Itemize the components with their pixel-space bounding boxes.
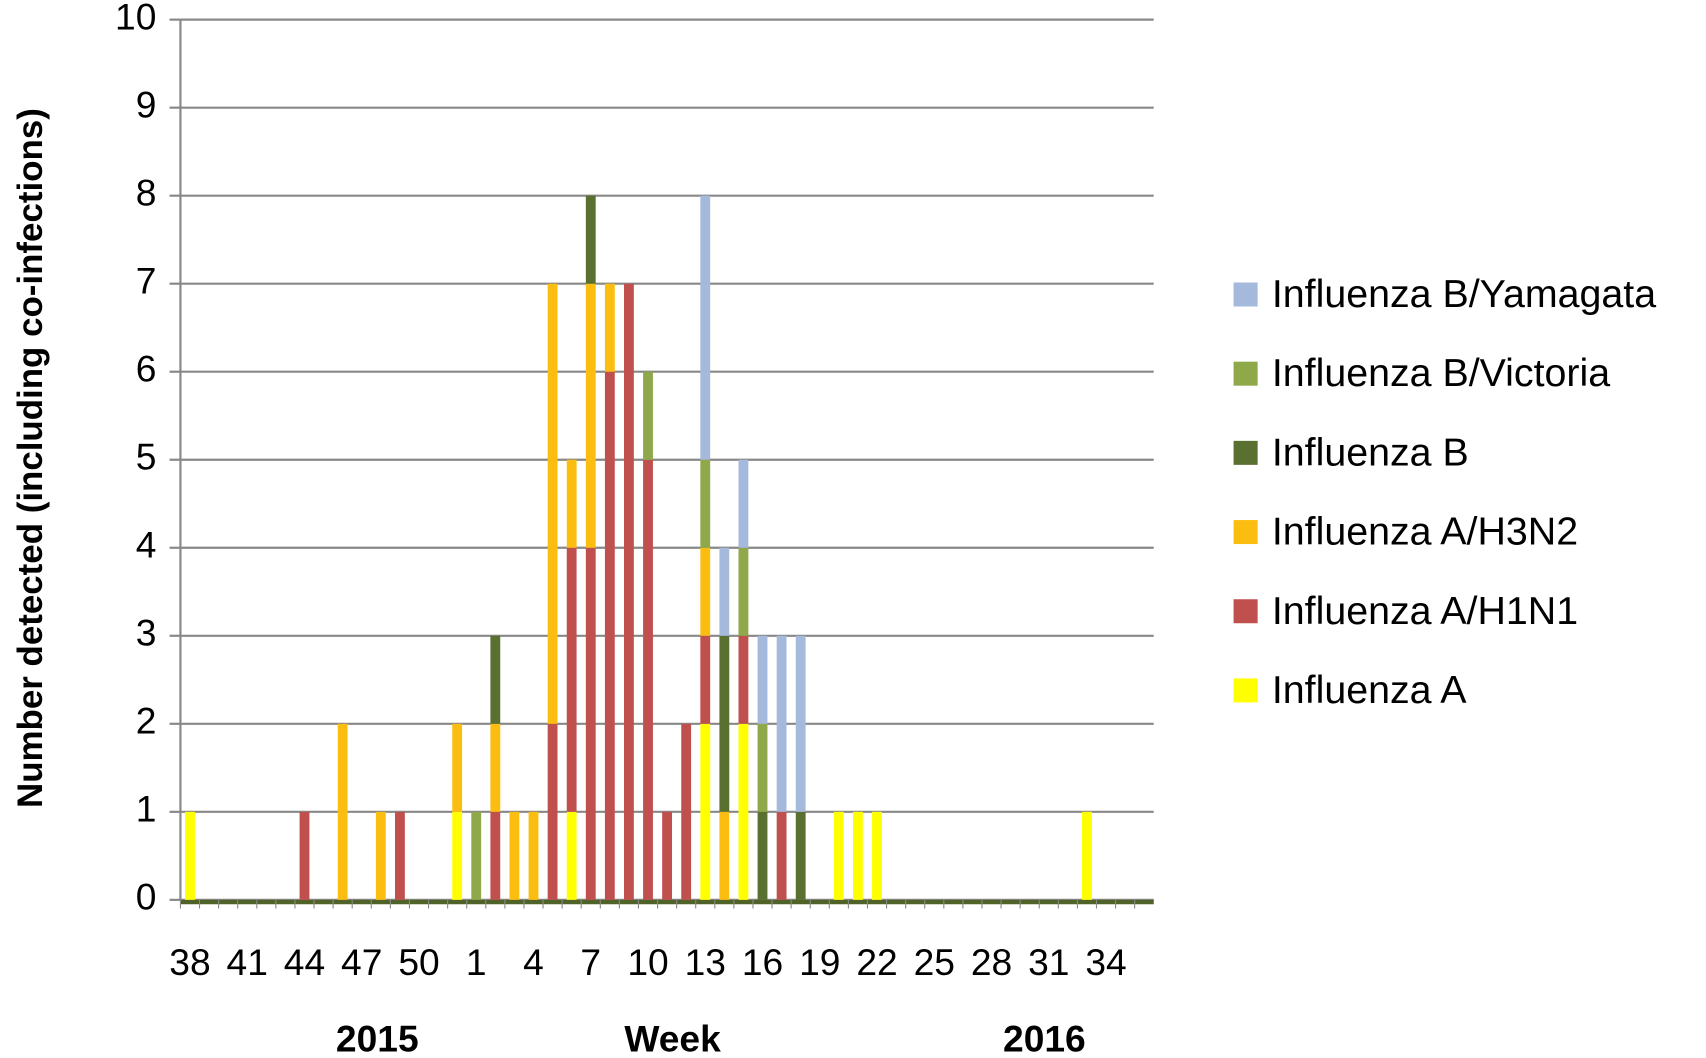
x-tick-label: 44	[284, 941, 325, 983]
y-tick-label: 9	[136, 83, 157, 125]
x-tick-label: 25	[914, 941, 955, 983]
bar-segment	[662, 811, 673, 900]
bar-segment	[776, 811, 787, 900]
legend-label: Influenza A/H1N1	[1272, 589, 1578, 633]
y-tick-label: 3	[136, 612, 157, 654]
bar-segment	[643, 459, 653, 900]
bar-segment	[452, 811, 463, 900]
bar-segment	[738, 459, 749, 548]
bar-segment	[471, 811, 482, 900]
bar-segment	[700, 635, 711, 724]
legend-label: Influenza B/Yamagata	[1272, 272, 1656, 316]
bar-segment	[299, 811, 310, 900]
legend-swatch	[1233, 678, 1258, 703]
year-label: 2015	[336, 1017, 419, 1058]
bar-segment	[585, 283, 596, 548]
x-tick-label: 16	[742, 941, 783, 983]
x-tick-label: 13	[685, 941, 726, 983]
x-tick-label: 28	[971, 941, 1012, 983]
x-tick-label: 4	[523, 941, 544, 983]
x-tick-label: 38	[169, 941, 210, 983]
bar-segment	[681, 723, 692, 900]
bar-segment	[585, 195, 596, 284]
legend-label: Influenza B	[1272, 430, 1469, 474]
bar-segment	[795, 635, 806, 812]
y-tick-label: 5	[136, 436, 157, 478]
year-label: 2016	[1003, 1017, 1086, 1058]
y-tick-label: 4	[136, 524, 157, 566]
bar-segment	[490, 723, 501, 812]
legend-swatch	[1233, 440, 1258, 465]
x-tick-label: 19	[799, 941, 840, 983]
x-tick-label: 47	[341, 941, 382, 983]
y-axis-label: Number detected (including co-infections…	[11, 108, 50, 808]
bar-segment	[452, 723, 463, 812]
bar-segment	[624, 283, 634, 900]
bar-segment	[738, 723, 749, 900]
legend-swatch	[1233, 520, 1258, 545]
y-tick-label: 1	[136, 788, 157, 830]
bar-segment	[738, 547, 749, 636]
bar-segment	[643, 371, 653, 460]
bar-segment	[604, 371, 615, 900]
y-tick-label: 8	[136, 172, 157, 214]
bar-segment	[719, 547, 730, 636]
y-tick-label: 7	[136, 260, 157, 302]
y-tick-label: 2	[136, 700, 157, 742]
y-tick-label: 0	[136, 876, 157, 918]
bar-segment	[394, 811, 405, 900]
bar-segment	[490, 811, 501, 900]
bar-segment	[853, 811, 863, 900]
bar-segment	[872, 811, 882, 900]
bar-segment	[1082, 811, 1092, 900]
x-tick-label: 41	[227, 941, 268, 983]
bar-segment	[719, 811, 730, 900]
bar-segment	[566, 547, 577, 812]
bar-segment	[757, 723, 768, 812]
x-tick-label: 34	[1085, 941, 1126, 983]
bar-segment	[833, 811, 844, 900]
bar-segment	[566, 459, 577, 548]
legend-swatch	[1233, 361, 1258, 386]
bar-segment	[700, 195, 711, 460]
bar-segment	[185, 811, 195, 900]
bar-segment	[547, 723, 558, 900]
bar-segment	[337, 723, 348, 900]
x-tick-label: 22	[856, 941, 897, 983]
y-tick-label: 10	[115, 0, 156, 37]
bar-segment	[700, 547, 711, 636]
bar-segment	[700, 723, 711, 900]
bar-segment	[776, 635, 787, 812]
bar-segment	[700, 459, 711, 548]
bar-segment	[795, 811, 806, 900]
legend-label: Influenza A	[1272, 668, 1467, 712]
y-tick-label: 6	[136, 348, 157, 390]
bar-segment	[604, 283, 615, 372]
x-tick-label: 10	[627, 941, 668, 983]
x-tick-label: 31	[1028, 941, 1069, 983]
bar-segment	[490, 635, 501, 724]
bar-segment	[566, 811, 577, 900]
x-tick-label: 50	[398, 941, 439, 983]
bar-segment	[757, 811, 768, 900]
bar-segment	[738, 635, 749, 724]
bar-segment	[509, 811, 520, 900]
legend-label: Influenza B/Victoria	[1272, 351, 1610, 395]
legend-swatch	[1233, 599, 1258, 624]
bar-segment	[585, 547, 596, 900]
bar-segment	[528, 811, 539, 900]
bar-segment	[375, 811, 386, 900]
x-tick-label: 1	[466, 941, 487, 983]
bar-segment	[719, 635, 730, 812]
x-axis-label: Week	[624, 1017, 721, 1058]
legend-swatch	[1233, 282, 1258, 307]
legend-label: Influenza A/H3N2	[1272, 510, 1578, 554]
bar-segment	[547, 283, 558, 724]
bar-segment	[757, 635, 768, 724]
x-tick-label: 7	[580, 941, 601, 983]
